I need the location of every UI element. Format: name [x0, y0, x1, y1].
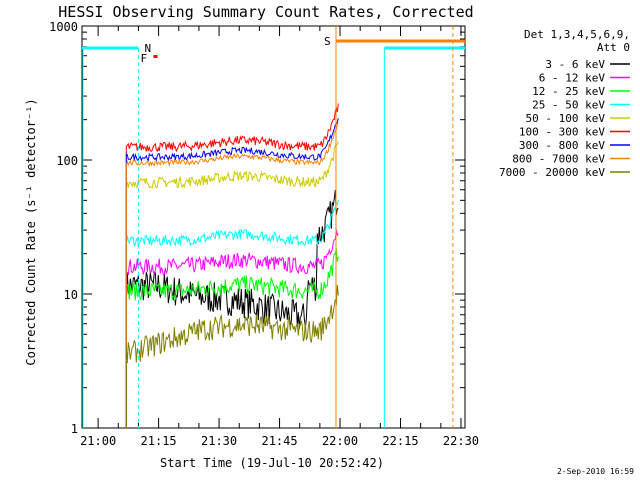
x-tick-label: 22:00: [322, 434, 358, 448]
x-tick-label: 21:00: [80, 434, 116, 448]
legend-label-5: 50 - 100 keV: [526, 112, 606, 125]
series-line-7: [125, 118, 339, 428]
x-tick-label: 22:30: [443, 434, 479, 448]
legend-label-2: 6 - 12 keV: [539, 72, 606, 85]
series-line-2: [125, 229, 339, 428]
legend-label-7: 300 - 800 keV: [519, 139, 605, 152]
flag-label-N: N: [144, 42, 151, 55]
series-line-1: [125, 189, 339, 428]
series-line-8: [125, 121, 339, 428]
x-tick-label: 21:15: [141, 434, 177, 448]
x-tick-label: 21:45: [261, 434, 297, 448]
legend-header-line1: Det 1,3,4,5,6,9,: [524, 28, 630, 41]
series-line-3: [125, 247, 339, 428]
x-tick-label: 22:15: [382, 434, 418, 448]
legend-label-1: 3 - 6 keV: [545, 58, 605, 71]
y-tick-label: 1000: [49, 20, 78, 34]
series-line-4: [125, 199, 339, 428]
y-axis-title: Corrected Count Rate (s⁻¹ detector⁻¹): [24, 98, 38, 365]
x-axis-title: Start Time (19-Jul-10 20:52:42): [160, 456, 384, 470]
legend-label-9: 7000 - 20000 keV: [499, 166, 605, 179]
flag-label-F: F: [140, 52, 147, 65]
plot-frame: [81, 25, 466, 429]
legend-label-4: 25 - 50 keV: [532, 99, 605, 112]
y-tick-label: 1: [71, 422, 78, 436]
y-tick-label: 100: [56, 154, 78, 168]
legend-header-line2: Att 0: [597, 41, 630, 54]
series-line-9: [125, 284, 339, 428]
footer-timestamp: 2-Sep-2010 16:59: [557, 467, 634, 476]
x-tick-label: 21:30: [201, 434, 237, 448]
flag-marker-F: [153, 55, 158, 58]
plot-area: 1 10 100 1000 21:00 21:15 21:30 21:45 22:00 22:15…: [49, 20, 479, 448]
legend-label-8: 800 - 7000 keV: [512, 153, 605, 166]
chart-title: HESSI Observing Summary Count Rates, Cor…: [58, 3, 473, 21]
series-line-6: [125, 103, 339, 428]
legend-label-3: 12 - 25 keV: [532, 85, 605, 98]
flag-label-S: S: [324, 35, 331, 48]
legend-label-6: 100 - 300 keV: [519, 126, 605, 139]
y-tick-label: 10: [64, 288, 78, 302]
series-line-5: [125, 140, 339, 428]
